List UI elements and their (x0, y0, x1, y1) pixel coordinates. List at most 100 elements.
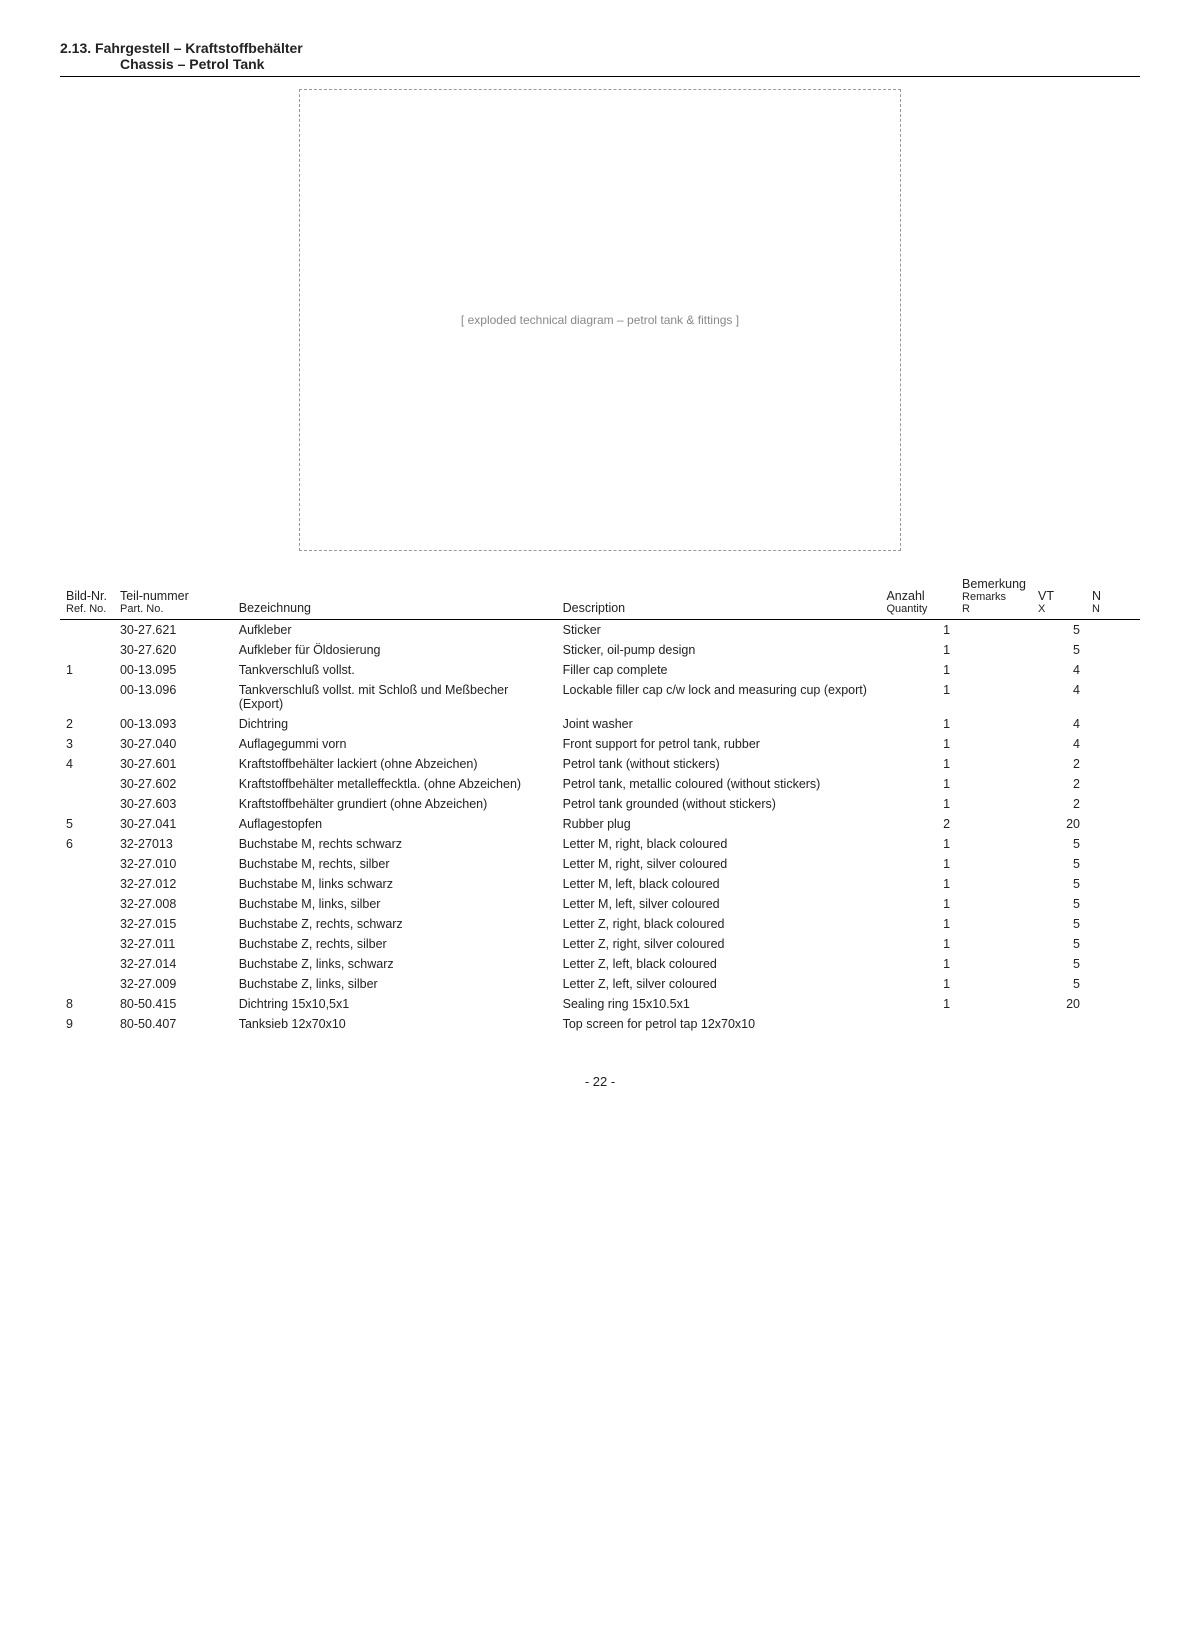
table-row: 880-50.415Dichtring 15x10,5x1Sealing rin… (60, 994, 1140, 1014)
cell: 5 (1032, 894, 1086, 914)
cell (956, 814, 1032, 834)
cell: 32-27.015 (114, 914, 233, 934)
cell: Sticker (557, 620, 881, 641)
cell: 1 (880, 914, 956, 934)
col-vt: VT (1038, 589, 1080, 603)
cell: 2 (60, 714, 114, 734)
cell: 30-27.601 (114, 754, 233, 774)
cell: Kraftstoffbehälter grundiert (ohne Abzei… (233, 794, 557, 814)
cell: 4 (1032, 714, 1086, 734)
table-row: 32-27.012Buchstabe M, links schwarzLette… (60, 874, 1140, 894)
cell (956, 854, 1032, 874)
cell (956, 994, 1032, 1014)
cell: Sticker, oil-pump design (557, 640, 881, 660)
col-x: X (1038, 603, 1080, 615)
cell: 00-13.093 (114, 714, 233, 734)
title-en: Chassis – Petrol Tank (120, 56, 1140, 72)
cell: 00-13.096 (114, 680, 233, 714)
cell: 5 (1032, 834, 1086, 854)
cell: 5 (1032, 974, 1086, 994)
cell: 1 (880, 734, 956, 754)
cell (1086, 794, 1140, 814)
cell (60, 934, 114, 954)
cell (956, 954, 1032, 974)
cell: 30-27.621 (114, 620, 233, 641)
cell: 30-27.603 (114, 794, 233, 814)
parts-table-body: 30-27.621AufkleberSticker1530-27.620Aufk… (60, 620, 1140, 1035)
col-rem-de: Bemerkung (962, 577, 1026, 591)
cell (956, 774, 1032, 794)
cell (956, 914, 1032, 934)
cell: 00-13.095 (114, 660, 233, 680)
cell: Auflagegummi vorn (233, 734, 557, 754)
col-n-bot: N (1092, 603, 1134, 615)
cell: Buchstabe M, rechts, silber (233, 854, 557, 874)
cell: Letter Z, right, black coloured (557, 914, 881, 934)
cell (1086, 680, 1140, 714)
cell (1086, 734, 1140, 754)
cell: 1 (880, 620, 956, 641)
cell: Tankverschluß vollst. (233, 660, 557, 680)
cell: Kraftstoffbehälter metalleffecktla. (ohn… (233, 774, 557, 794)
table-row: 32-27.010Buchstabe M, rechts, silberLett… (60, 854, 1140, 874)
cell: 1 (880, 754, 956, 774)
cell: 6 (60, 834, 114, 854)
cell (60, 874, 114, 894)
parts-table-head: Bild-Nr. Ref. No. Teil-nummer Part. No. … (60, 575, 1140, 620)
table-row: 530-27.041AuflagestopfenRubber plug220 (60, 814, 1140, 834)
cell: 32-27.010 (114, 854, 233, 874)
cell: Joint washer (557, 714, 881, 734)
col-part-de: Teil-nummer (120, 589, 227, 603)
table-row: 30-27.602Kraftstoffbehälter metalleffeck… (60, 774, 1140, 794)
cell: 1 (880, 894, 956, 914)
col-qty-en: Quantity (886, 603, 950, 615)
table-row: 430-27.601Kraftstoffbehälter lackiert (o… (60, 754, 1140, 774)
cell: Petrol tank (without stickers) (557, 754, 881, 774)
cell: Aufkleber für Öldosierung (233, 640, 557, 660)
cell: 1 (880, 660, 956, 680)
table-row: 200-13.093DichtringJoint washer1 4 (60, 714, 1140, 734)
cell: 4 (1032, 734, 1086, 754)
cell (1032, 1014, 1086, 1034)
cell (956, 660, 1032, 680)
title-de: Fahrgestell – Kraftstoffbehälter (95, 40, 303, 56)
cell (60, 794, 114, 814)
cell (1086, 1014, 1140, 1034)
cell (60, 974, 114, 994)
cell: 1 (880, 994, 956, 1014)
cell (956, 734, 1032, 754)
cell: 1 (880, 640, 956, 660)
table-row: 30-27.621AufkleberSticker15 (60, 620, 1140, 641)
cell: 30-27.040 (114, 734, 233, 754)
cell: 32-27.014 (114, 954, 233, 974)
cell: 80-50.415 (114, 994, 233, 1014)
cell (1086, 974, 1140, 994)
cell (956, 1014, 1032, 1034)
cell: 32-27.012 (114, 874, 233, 894)
cell (1086, 854, 1140, 874)
cell (60, 854, 114, 874)
cell: Letter Z, left, silver coloured (557, 974, 881, 994)
cell (60, 640, 114, 660)
cell: 5 (1032, 914, 1086, 934)
cell: Dichtring (233, 714, 557, 734)
cell (956, 834, 1032, 854)
page-header: 2.13. Fahrgestell – Kraftstoffbehälter C… (60, 40, 1140, 77)
col-n-top: N (1092, 589, 1134, 603)
cell (60, 620, 114, 641)
cell: 32-27.009 (114, 974, 233, 994)
cell: 1 (880, 714, 956, 734)
cell: 4 (60, 754, 114, 774)
cell (1086, 834, 1140, 854)
cell (1086, 814, 1140, 834)
cell: 5 (1032, 620, 1086, 641)
cell (60, 774, 114, 794)
table-row: 32-27.008Buchstabe M, links, silberLette… (60, 894, 1140, 914)
cell: Tankverschluß vollst. mit Schloß und Meß… (233, 680, 557, 714)
table-row: 30-27.620Aufkleber für ÖldosierungSticke… (60, 640, 1140, 660)
diagram-area: [ exploded technical diagram – petrol ta… (60, 89, 1140, 551)
table-row: 32-27.011Buchstabe Z, rechts, silberLett… (60, 934, 1140, 954)
cell (956, 894, 1032, 914)
cell: 30-27.602 (114, 774, 233, 794)
cell: 8 (60, 994, 114, 1014)
